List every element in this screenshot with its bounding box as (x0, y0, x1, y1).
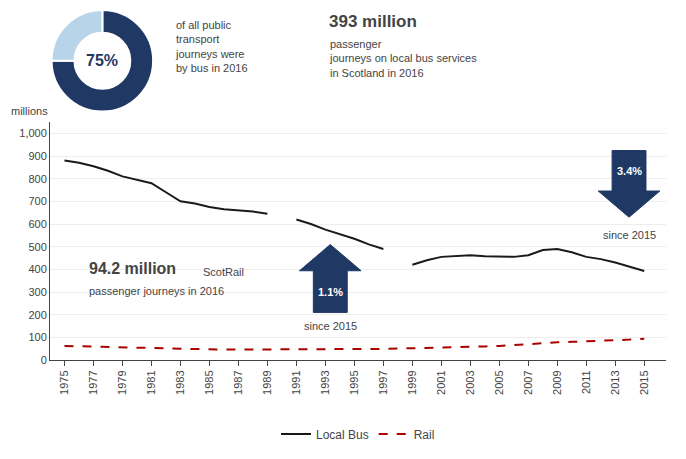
svg-text:2015: 2015 (638, 370, 650, 394)
svg-text:500: 500 (28, 241, 46, 253)
svg-text:2001: 2001 (435, 370, 447, 394)
svg-text:800: 800 (28, 173, 46, 185)
svg-text:1995: 1995 (348, 370, 360, 394)
svg-text:2005: 2005 (493, 370, 505, 394)
svg-text:1997: 1997 (377, 370, 389, 394)
svg-text:since 2015: since 2015 (304, 320, 357, 332)
svg-text:1987: 1987 (232, 370, 244, 394)
svg-text:1993: 1993 (319, 370, 331, 394)
svg-text:1975: 1975 (58, 370, 70, 394)
svg-text:300: 300 (28, 286, 46, 298)
svg-text:1991: 1991 (290, 370, 302, 394)
svg-text:1,000: 1,000 (19, 127, 47, 139)
svg-text:100: 100 (28, 331, 46, 343)
svg-text:900: 900 (28, 150, 46, 162)
svg-text:600: 600 (28, 218, 46, 230)
svg-text:passengerjourneys on local bus: passengerjourneys on local bus servicesi… (329, 38, 477, 79)
svg-text:Rail: Rail (414, 428, 435, 442)
svg-text:Local Bus: Local Bus (316, 428, 369, 442)
svg-text:75%: 75% (86, 52, 118, 69)
svg-text:since 2015: since 2015 (603, 229, 656, 241)
svg-text:1999: 1999 (406, 370, 418, 394)
svg-text:2007: 2007 (522, 370, 534, 394)
svg-text:1983: 1983 (174, 370, 186, 394)
svg-text:200: 200 (28, 309, 46, 321)
svg-text:3.4%: 3.4% (617, 165, 642, 177)
svg-text:2011: 2011 (580, 370, 592, 394)
svg-text:1985: 1985 (203, 370, 215, 394)
svg-text:0: 0 (41, 354, 47, 366)
svg-text:2003: 2003 (464, 370, 476, 394)
svg-text:1981: 1981 (145, 370, 157, 394)
svg-text:of all publictransportjourneys: of all publictransportjourneys wereby bu… (175, 19, 248, 74)
svg-text:2013: 2013 (609, 370, 621, 394)
svg-text:2009: 2009 (551, 370, 563, 394)
svg-text:ScotRail: ScotRail (203, 266, 244, 278)
svg-text:400: 400 (28, 263, 46, 275)
svg-text:passenger journeys in 2016: passenger journeys in 2016 (89, 285, 224, 297)
svg-text:millions: millions (11, 105, 48, 117)
svg-text:1.1%: 1.1% (318, 286, 343, 298)
svg-text:1989: 1989 (261, 370, 273, 394)
svg-text:700: 700 (28, 195, 46, 207)
svg-text:1977: 1977 (87, 370, 99, 394)
svg-text:1979: 1979 (116, 370, 128, 394)
svg-text:393 million: 393 million (329, 12, 417, 31)
svg-text:94.2 million: 94.2 million (89, 260, 176, 277)
